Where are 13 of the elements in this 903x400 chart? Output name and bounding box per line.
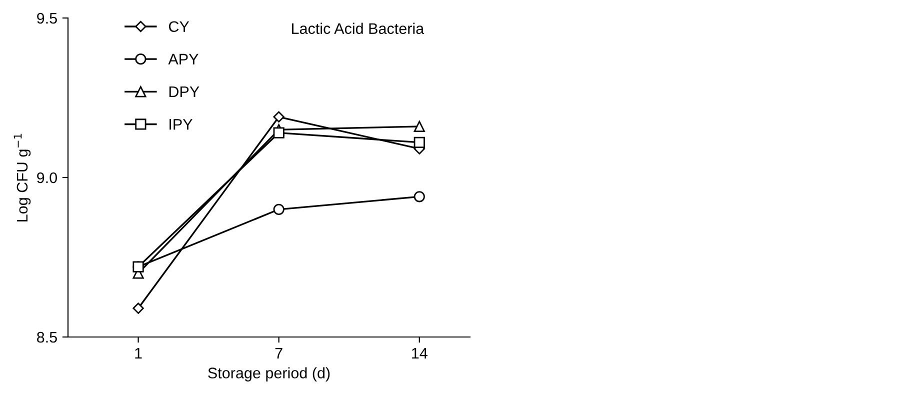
y-tick-label: 9.5 — [37, 12, 57, 24]
x-tick-label: 14 — [412, 348, 428, 358]
y-tick-label: 9.0 — [37, 172, 57, 184]
x-axis-title: Storage period (d) — [208, 367, 330, 382]
legend-label: IPY — [170, 119, 192, 130]
y-axis-title: Log CFU g$^{−1}$ — [14, 134, 31, 222]
x-tick-label: 7 — [275, 348, 282, 358]
chart-title: Lactic Acid Bacteria — [292, 22, 424, 34]
y-tick-label: 8.5 — [37, 332, 57, 343]
legend-label: APY — [168, 54, 198, 64]
legend-label: CY — [168, 21, 190, 32]
legend-label: DPY — [169, 86, 200, 98]
x-tick-label: 1 — [135, 348, 142, 358]
